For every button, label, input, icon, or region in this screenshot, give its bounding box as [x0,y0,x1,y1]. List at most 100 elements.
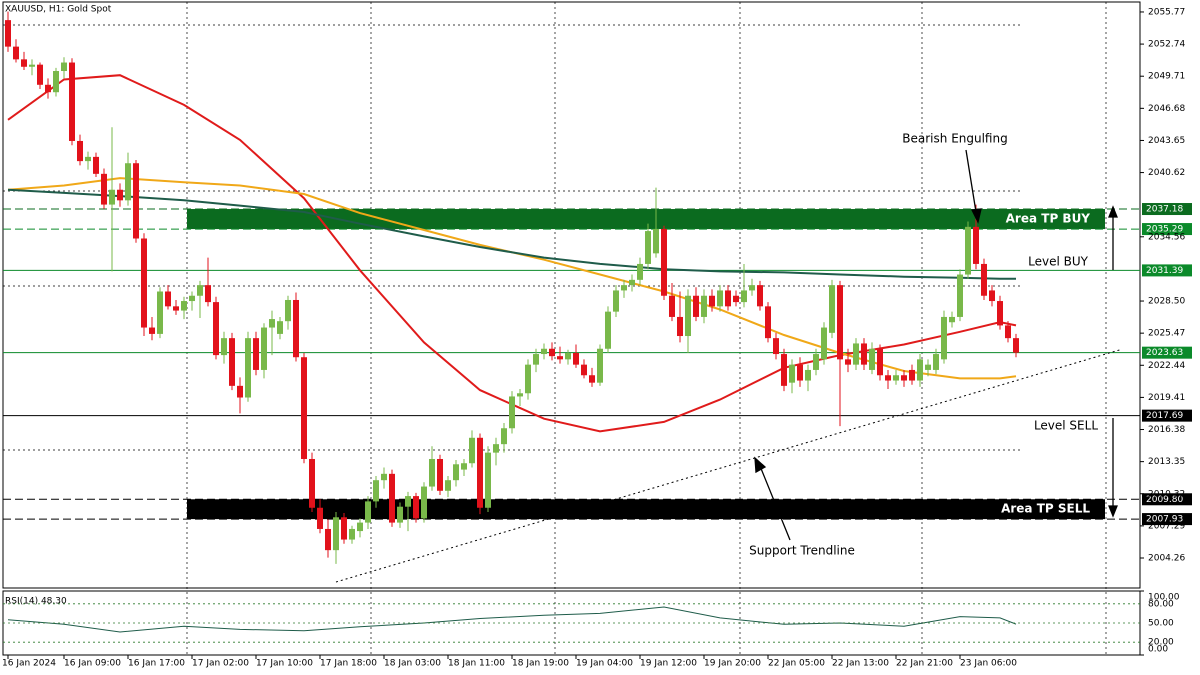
candle-body [733,295,739,303]
candle-body [661,228,667,296]
area-label: Area TP SELL [1001,502,1090,516]
candle-body [445,480,451,491]
candle-body [453,464,459,481]
candle-body [757,285,763,307]
annotation: Level BUY [1028,255,1089,269]
candle-body [389,473,395,523]
annotation: Bearish Engulfing [902,132,1007,146]
candle-body [413,496,419,519]
candle-body [621,285,627,291]
candle-body [885,375,891,381]
candle-body [365,501,371,523]
x-tick-label: 18 Jan 03:00 [384,659,441,669]
candle-body [853,343,859,365]
y-tick-label: 2052.74 [1148,40,1185,50]
candle-body [693,295,699,317]
x-tick-label: 17 Jan 02:00 [192,659,249,669]
candle-body [701,295,707,317]
level-tag-label: 2037.18 [1146,205,1183,215]
candle-body [189,295,195,302]
candle-body [69,62,75,141]
arrows [754,149,1118,541]
candle-body [989,290,995,302]
y-tick-label: 2028.50 [1148,297,1185,307]
levels: 2037.18 2035.29 2031.39 2023.63 2017.69 2009.… [3,203,1192,526]
candle-body [917,359,923,381]
candle-body [581,364,587,376]
candle-body [205,285,211,303]
level-tag-label: 2035.29 [1146,225,1183,235]
arrow-head [1108,205,1118,218]
candle-body [173,306,179,311]
candle-body [245,338,251,398]
candle-body [645,231,651,264]
candle-body [957,274,963,317]
moving-average [7,188,1016,280]
candle-body [61,62,67,72]
level-tag-label: 2023.63 [1146,348,1183,358]
candle-body [525,364,531,394]
candle-body [405,496,411,507]
level-tag [1142,409,1192,422]
candle-body [213,302,219,356]
candle-body [741,290,747,303]
candle-body [397,506,403,523]
candle-body [325,528,331,551]
candle-body [869,348,875,370]
candle-body [309,458,315,508]
candle-body [45,84,51,93]
candle-body [549,348,555,357]
level-tag [1142,513,1192,526]
arrow-head [754,456,767,474]
candle-body [165,291,171,307]
candle-body [533,354,539,365]
level-tag [1142,346,1192,359]
candle-body [909,369,915,381]
candle-body [557,356,563,360]
candle-body [749,285,755,291]
y-tick-label: 2034.56 [1148,232,1185,242]
candle-body [469,437,475,464]
candle-body [981,263,987,296]
candle-body [949,316,955,323]
candle-body [997,301,1003,326]
y-tick-label: 2043.65 [1148,136,1185,146]
candle-body [877,348,883,376]
x-tick-label: 16 Jan 2024 [2,659,56,669]
candle-body [117,189,123,201]
candle-body [381,473,387,481]
candle-body [1005,325,1011,339]
candle-body [565,352,571,360]
y-tick-label: 2010.32 [1148,489,1185,499]
candle-body [517,393,523,397]
candle-body [493,444,499,453]
x-tick-label: 16 Jan 09:00 [64,659,121,669]
x-tick-label: 17 Jan 10:00 [256,659,313,669]
rsi-tick-label: 0.00 [1148,645,1168,655]
annotation: Level SELL [1034,419,1098,433]
x-tick-label: 18 Jan 19:00 [512,659,569,669]
rsi-line [7,606,1017,633]
candle-body [709,295,715,307]
candle-body [509,396,515,429]
candle-body [941,316,947,360]
candle-body [637,263,643,280]
candle-body [261,327,267,370]
candle-body [77,140,83,162]
candle-body [797,364,803,381]
candle-body [149,327,155,334]
candle-body [669,295,675,317]
candle-body [421,486,427,519]
candle-body [253,338,259,370]
candle-body [477,437,483,508]
candle-body [501,428,507,445]
level-tag [1142,264,1192,277]
x-tick-label: 19 Jan 12:00 [640,659,697,669]
y-tick-label: 2019.41 [1148,393,1185,403]
trendline [335,349,1121,583]
candle-body [109,189,115,205]
candle-body [21,59,27,67]
area [187,499,1105,520]
candle-body [813,354,819,370]
candle-body [53,71,59,93]
